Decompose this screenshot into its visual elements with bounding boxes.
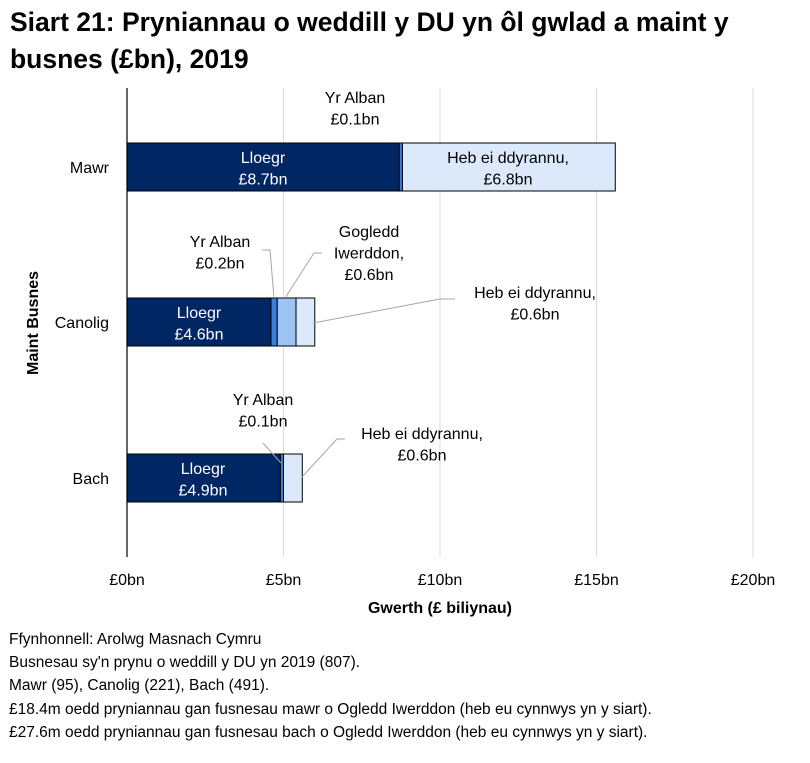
data-label-mawr-lloegr: Lloegr £8.7bn	[239, 150, 288, 189]
data-label-canolig-gi: Gogledd Iwerddon, £0.6bn	[334, 224, 404, 284]
note: Busnesau sy'n prynu o weddill y DU yn 20…	[9, 654, 361, 672]
x-tick-label: £10bn	[418, 572, 463, 589]
y-category-label: Canolig	[55, 315, 109, 332]
data-label-bach-heb: Heb ei ddyrannu, £0.6bn	[361, 426, 483, 465]
leader-line	[312, 298, 455, 324]
data-label-canolig-alban: Yr Alban £0.2bn	[190, 234, 250, 273]
data-label-bach-lloegr: Lloegr £4.9bn	[179, 461, 228, 500]
y-category-label: Mawr	[70, 160, 110, 177]
leader-line	[284, 252, 322, 299]
x-tick-label: £5bn	[266, 572, 302, 589]
notes: Ffynhonnell: Arolwg Masnach Cymru Busnes…	[9, 628, 652, 744]
y-axis-title: Maint Busnes	[25, 271, 42, 375]
leader-line	[301, 438, 345, 478]
bar-mawr-lloegr	[126, 142, 400, 192]
chart-title: Siart 21: Pryniannau o weddill y DU yn ô…	[10, 7, 729, 74]
data-label-bach-alban: Yr Alban £0.1bn	[233, 392, 293, 431]
x-tick-label: £15bn	[574, 572, 619, 589]
x-tick-label: £20bn	[731, 572, 776, 589]
data-label-mawr-heb: Heb ei ddyrannu, £6.8bn	[447, 150, 569, 189]
bar-canolig-yr_alban	[270, 297, 278, 347]
note-source: Ffynhonnell: Arolwg Masnach Cymru	[9, 631, 262, 648]
note: Mawr (95), Canolig (221), Bach (491).	[9, 677, 270, 695]
bar-bach-heb_ei_ddyrannu	[283, 453, 303, 503]
bar-canolig-heb_ei_ddyrannu	[295, 297, 316, 347]
data-label-mawr-alban: Yr Alban £0.1bn	[325, 90, 385, 129]
data-label-canolig-heb: Heb ei ddyrannu, £0.6bn	[474, 285, 596, 324]
x-axis-title: Gwerth (£ biliynau)	[368, 600, 512, 617]
bar-canolig-gogledd_iwerddon	[276, 297, 297, 347]
y-category-label: Bach	[73, 471, 109, 488]
note: £27.6m oedd pryniannau gan fusnesau bach…	[9, 723, 648, 741]
note: £18.4m oedd pryniannau gan fusnesau mawr…	[9, 700, 652, 718]
data-label-canolig-lloegr: Lloegr £4.6bn	[175, 305, 224, 344]
bar-mawr-heb_ei_ddyrannu	[401, 142, 616, 192]
leader-line	[262, 442, 282, 464]
bar-bach-lloegr	[126, 453, 281, 503]
x-tick-label: £0bn	[109, 572, 145, 589]
leader-line	[262, 249, 275, 299]
